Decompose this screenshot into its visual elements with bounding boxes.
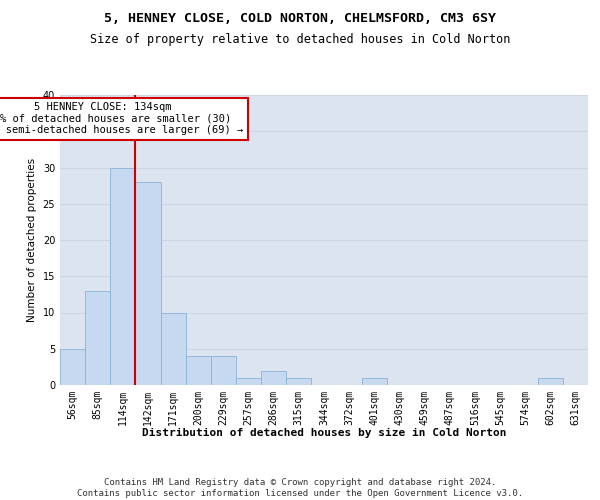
Bar bbox=[362, 378, 387, 385]
Text: 5 HENNEY CLOSE: 134sqm
← 30% of detached houses are smaller (30)
70% of semi-det: 5 HENNEY CLOSE: 134sqm ← 30% of detached… bbox=[0, 102, 244, 136]
Text: Contains HM Land Registry data © Crown copyright and database right 2024.
Contai: Contains HM Land Registry data © Crown c… bbox=[77, 478, 523, 498]
Bar bbox=[538, 378, 563, 385]
Bar bbox=[261, 370, 286, 385]
Bar bbox=[136, 182, 161, 385]
Bar bbox=[60, 349, 85, 385]
Bar bbox=[186, 356, 211, 385]
Text: 5, HENNEY CLOSE, COLD NORTON, CHELMSFORD, CM3 6SY: 5, HENNEY CLOSE, COLD NORTON, CHELMSFORD… bbox=[104, 12, 496, 26]
Bar bbox=[110, 168, 136, 385]
Bar bbox=[236, 378, 261, 385]
Y-axis label: Number of detached properties: Number of detached properties bbox=[27, 158, 37, 322]
Text: Distribution of detached houses by size in Cold Norton: Distribution of detached houses by size … bbox=[142, 428, 506, 438]
Text: Size of property relative to detached houses in Cold Norton: Size of property relative to detached ho… bbox=[90, 32, 510, 46]
Bar bbox=[211, 356, 236, 385]
Bar bbox=[161, 312, 186, 385]
Bar bbox=[85, 291, 110, 385]
Bar bbox=[286, 378, 311, 385]
